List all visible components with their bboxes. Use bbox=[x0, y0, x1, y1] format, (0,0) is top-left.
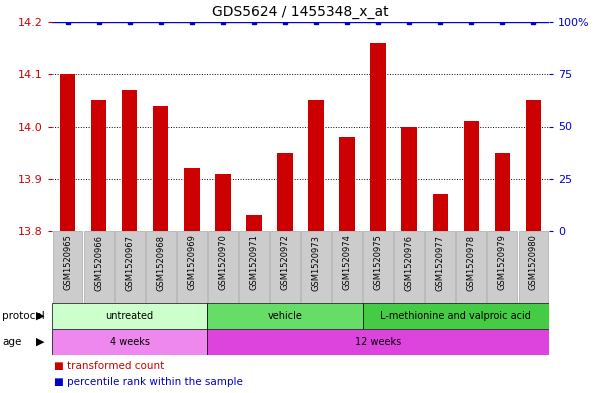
Bar bbox=[246, 215, 261, 231]
Bar bbox=[277, 152, 293, 231]
Bar bbox=[84, 231, 114, 303]
Text: ■ percentile rank within the sample: ■ percentile rank within the sample bbox=[54, 377, 243, 387]
Bar bbox=[215, 174, 231, 231]
Bar bbox=[122, 90, 138, 231]
Bar bbox=[332, 231, 362, 303]
Bar bbox=[146, 231, 175, 303]
Text: ▶: ▶ bbox=[36, 311, 45, 321]
Bar bbox=[495, 152, 510, 231]
Bar bbox=[208, 231, 238, 303]
Bar bbox=[270, 231, 300, 303]
Bar bbox=[401, 127, 417, 231]
Bar bbox=[526, 100, 542, 231]
Bar bbox=[433, 195, 448, 231]
Bar bbox=[59, 74, 75, 231]
Bar bbox=[456, 231, 486, 303]
Bar bbox=[426, 231, 455, 303]
Text: GSM1520972: GSM1520972 bbox=[281, 235, 290, 290]
Bar bbox=[207, 303, 362, 329]
Text: GSM1520976: GSM1520976 bbox=[404, 235, 413, 290]
Bar bbox=[153, 106, 168, 231]
Text: GDS5624 / 1455348_x_at: GDS5624 / 1455348_x_at bbox=[212, 5, 389, 19]
Bar bbox=[52, 303, 207, 329]
Bar bbox=[301, 231, 331, 303]
Bar bbox=[207, 329, 549, 355]
Bar bbox=[308, 100, 324, 231]
Text: GSM1520975: GSM1520975 bbox=[374, 235, 383, 290]
Text: GSM1520968: GSM1520968 bbox=[156, 235, 165, 290]
Text: GSM1520967: GSM1520967 bbox=[125, 235, 134, 290]
Text: untreated: untreated bbox=[106, 311, 154, 321]
Text: age: age bbox=[2, 337, 22, 347]
Bar bbox=[487, 231, 517, 303]
Bar bbox=[91, 100, 106, 231]
Text: GSM1520974: GSM1520974 bbox=[343, 235, 352, 290]
Bar bbox=[463, 121, 479, 231]
Text: GSM1520971: GSM1520971 bbox=[249, 235, 258, 290]
Text: GSM1520966: GSM1520966 bbox=[94, 235, 103, 290]
Text: GSM1520980: GSM1520980 bbox=[529, 235, 538, 290]
Bar bbox=[340, 137, 355, 231]
Text: vehicle: vehicle bbox=[267, 311, 302, 321]
Text: 12 weeks: 12 weeks bbox=[355, 337, 401, 347]
Bar bbox=[184, 168, 200, 231]
Text: GSM1520977: GSM1520977 bbox=[436, 235, 445, 290]
Bar bbox=[52, 329, 207, 355]
Bar bbox=[370, 43, 386, 231]
Text: ▶: ▶ bbox=[36, 337, 45, 347]
Bar bbox=[115, 231, 145, 303]
Text: GSM1520965: GSM1520965 bbox=[63, 235, 72, 290]
Bar bbox=[519, 231, 548, 303]
Bar bbox=[362, 303, 549, 329]
Bar bbox=[394, 231, 424, 303]
Text: GSM1520979: GSM1520979 bbox=[498, 235, 507, 290]
Text: L-methionine and valproic acid: L-methionine and valproic acid bbox=[380, 311, 531, 321]
Text: protocol: protocol bbox=[2, 311, 44, 321]
Text: GSM1520970: GSM1520970 bbox=[218, 235, 227, 290]
Text: ■ transformed count: ■ transformed count bbox=[54, 361, 164, 371]
Text: 4 weeks: 4 weeks bbox=[109, 337, 150, 347]
Bar bbox=[363, 231, 393, 303]
Bar bbox=[239, 231, 269, 303]
Text: GSM1520978: GSM1520978 bbox=[467, 235, 476, 290]
Bar bbox=[177, 231, 207, 303]
Text: GSM1520973: GSM1520973 bbox=[311, 235, 320, 290]
Bar bbox=[53, 231, 82, 303]
Text: GSM1520969: GSM1520969 bbox=[188, 235, 197, 290]
